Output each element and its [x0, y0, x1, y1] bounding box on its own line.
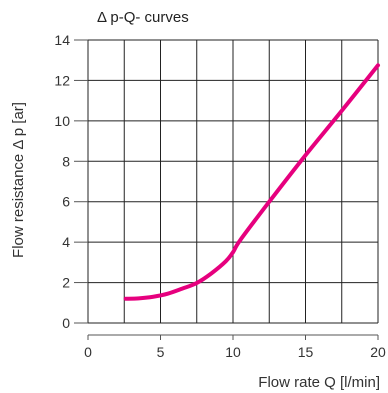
grid	[87, 39, 379, 324]
series-line	[123, 63, 380, 301]
chart-title: Δ p-Q- curves	[97, 9, 189, 26]
series-layer	[123, 63, 380, 301]
x-tick-label: 5	[157, 344, 165, 360]
tick-labels: 0 2 4 6 8 10 12 14 0 5 10 15 20	[54, 32, 386, 360]
x-tick-label: 15	[298, 344, 314, 360]
y-tick-label: 10	[54, 113, 70, 129]
y-tick-label: 14	[54, 32, 70, 48]
x-tick-label: 10	[225, 344, 241, 360]
y-tick-label: 0	[62, 315, 70, 331]
y-axis-title: Flow resistance Δ p [ar]	[10, 102, 27, 258]
y-tick-label: 6	[62, 194, 70, 210]
x-tick-label: 20	[370, 344, 386, 360]
y-tick-label: 8	[62, 153, 70, 169]
x-axis-title: Flow rate Q [l/min]	[258, 374, 380, 391]
y-tick-label: 2	[62, 275, 70, 291]
axes	[74, 39, 379, 340]
x-tick-label: 0	[84, 344, 92, 360]
y-tick-label: 4	[62, 234, 70, 250]
y-tick-label: 12	[54, 72, 70, 88]
